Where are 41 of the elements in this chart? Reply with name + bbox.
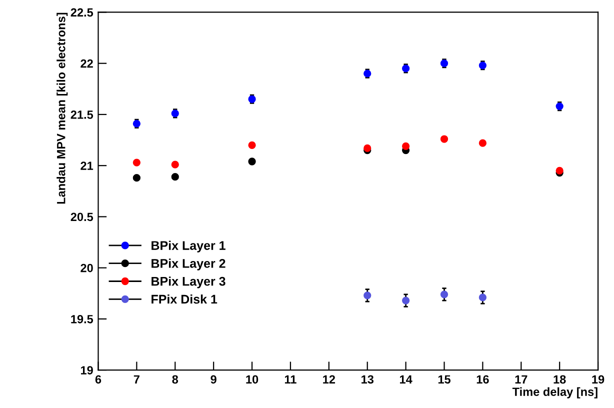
x-tick-label: 18 (554, 375, 566, 384)
point (171, 173, 179, 181)
point (440, 290, 448, 298)
x-tick-label: 16 (476, 375, 489, 384)
y-tick-label: 19 (80, 366, 93, 374)
point (402, 142, 410, 150)
y-tick-label: 21 (80, 162, 94, 170)
x-tick-label: 8 (172, 375, 178, 384)
legend-label: BPix Layer 3 (152, 276, 226, 288)
legend-label: FPix Disk 1 (152, 294, 218, 304)
legend-label: BPix Layer 2 (152, 258, 226, 270)
x-tick-label: 10 (246, 375, 258, 384)
x-tick-label: 19 (592, 375, 604, 384)
y-tick-label: 20.5 (70, 212, 94, 222)
point (440, 135, 448, 143)
y-tick-label: 22.5 (70, 8, 94, 17)
point (478, 294, 487, 302)
x-tick-label: 15 (438, 375, 450, 384)
x-tick-label: 14 (400, 375, 412, 384)
point (478, 139, 487, 147)
x-tick-label: 9 (210, 375, 216, 384)
y-tick-label: 19.5 (71, 314, 94, 324)
point (248, 158, 256, 166)
x-tick-label: 12 (323, 375, 336, 384)
y-tick-label: 20 (80, 264, 93, 272)
x-axis-title: Time delay [ns] (512, 387, 598, 398)
x-tick-label: 13 (362, 375, 374, 384)
point (132, 158, 141, 166)
x-tick-label: 7 (134, 375, 140, 384)
x-tick-label: 17 (515, 375, 528, 384)
x-tick-label: 6 (95, 375, 102, 384)
point (364, 292, 372, 300)
y-tick-label: 22 (80, 59, 93, 68)
point (171, 160, 179, 168)
point (402, 296, 410, 304)
legend-label: BPix Layer 1 (152, 240, 226, 252)
x-tick-label: 11 (284, 375, 296, 384)
y-axis-title: Landau MPV mean [kilo electrons] (56, 12, 68, 204)
point (248, 141, 256, 149)
y-tick-label: 21.5 (70, 110, 94, 119)
point (132, 174, 141, 182)
